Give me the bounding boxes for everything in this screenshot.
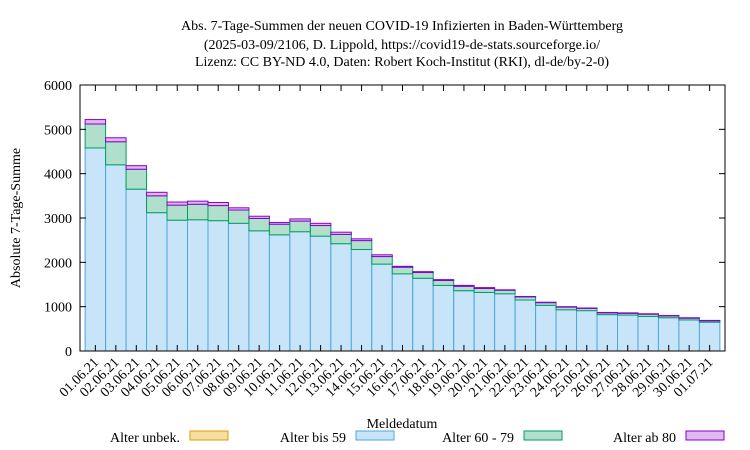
bar-alter-ab-80-05.06.21 [166,201,189,206]
bar-alter-bis-59-06.06.21 [187,219,209,352]
y-tick-label: 2000 [44,256,72,271]
bar-alter-bis-59-08.06.21 [227,222,250,352]
bar-alter-60-79-13.06.21 [330,233,352,245]
bar-alter-60-79-18.06.21 [432,280,455,286]
y-tick-label: 4000 [44,168,72,183]
legend-label: Alter ab 80 [613,431,676,446]
bar-alter-bis-59-23.06.21 [535,304,557,352]
bar-alter-ab-80-03.06.21 [125,165,148,170]
y-tick-label: 1000 [44,301,72,316]
bar-alter-bis-59-22.06.21 [514,299,537,352]
bar-alter-60-79-17.06.21 [412,272,434,279]
bar-alter-60-79-02.06.21 [105,141,127,166]
y-tick-label: 5000 [44,123,72,138]
bar-alter-bis-59-05.06.21 [166,219,189,352]
legend-label: Alter bis 59 [280,431,346,446]
bar-alter-bis-59-01.06.21 [84,147,107,352]
bar-alter-ab-80-15.06.21 [371,254,393,258]
bar-alter-bis-59-17.06.21 [412,277,434,352]
bar-alter-ab-80-01.06.21 [84,119,107,125]
bar-alter-bis-59-20.06.21 [473,291,496,352]
bar-alter-bis-59-07.06.21 [207,220,229,352]
legend: Alter unbek. Alter bis 59 Alter 60 - 79 Alt… [110,430,725,446]
bar-alter-ab-80-09.06.21 [248,215,270,219]
bar-alter-bis-59-10.06.21 [268,234,291,352]
bar-alter-60-79-07.06.21 [207,205,229,222]
bar-alter-bis-59-21.06.21 [494,293,516,352]
legend-swatch [685,430,725,441]
bar-alter-60-79-15.06.21 [371,256,393,265]
bar-alter-ab-80-11.06.21 [289,218,311,222]
y-axis-label: Absolute 7-Tage-Summe [9,148,24,288]
legend-label: Alter unbek. [110,431,180,446]
y-axis: 0 1000 2000 3000 4000 5000 6000 [44,79,725,360]
bar-alter-bis-59-25.06.21 [576,310,598,352]
bar-alter-bis-59-11.06.21 [289,231,311,352]
bar-alter-bis-59-19.06.21 [453,290,475,352]
bar-alter-60-79-06.06.21 [187,203,209,221]
bar-alter-ab-80-18.06.21 [432,279,455,282]
chart-title: Abs. 7-Tage-Summen der neuen COVID-19 In… [181,19,623,70]
bar-alter-bis-59-24.06.21 [555,309,578,352]
bar-alter-ab-80-17.06.21 [412,271,434,274]
bar-alter-bis-59-09.06.21 [248,230,270,352]
y-tick-label: 3000 [44,212,72,227]
chart-title-line-2: (2025-03-09/2106, D. Lippold, https://co… [204,38,600,53]
bar-alter-60-79-05.06.21 [166,204,189,221]
bar-alter-bis-59-04.06.21 [146,212,168,352]
bar-alter-ab-80-07.06.21 [207,201,229,207]
bar-alter-60-79-10.06.21 [268,223,291,236]
y-tick-label: 0 [65,345,72,360]
bar-alter-ab-80-14.06.21 [350,238,373,242]
bar-alter-ab-80-12.06.21 [309,222,332,227]
bar-alter-ab-80-04.06.21 [146,191,168,197]
bar-alter-60-79-16.06.21 [391,266,414,275]
bar-alter-ab-80-10.06.21 [268,221,291,225]
bar-alter-60-79-19.06.21 [453,285,475,292]
legend-swatch [189,430,229,441]
bar-alter-60-79-08.06.21 [227,209,250,224]
bar-alter-60-79-03.06.21 [125,168,148,190]
bar-alter-bis-59-12.06.21 [309,235,332,352]
bar-alter-60-79-01.06.21 [84,123,107,149]
bar-alter-60-79-12.06.21 [309,225,332,237]
bar-alter-60-79-14.06.21 [350,240,373,250]
y-tick-label: 6000 [44,79,72,94]
legend-swatch [355,430,395,441]
bar-alter-ab-80-02.06.21 [105,137,127,143]
bar-alter-bis-59-02.06.21 [105,164,127,352]
bar-alter-ab-80-16.06.21 [391,265,414,268]
bar-alter-ab-80-08.06.21 [227,207,250,211]
bar-alter-60-79-04.06.21 [146,195,168,214]
bars-group [84,119,721,352]
bar-alter-ab-80-19.06.21 [453,284,475,287]
x-axis-label: Meldedatum [367,417,438,432]
chart-title-line-3: Lizenz: CC BY-ND 4.0, Daten: Robert Koch… [195,55,609,70]
bar-alter-60-79-09.06.21 [248,217,270,232]
bar-alter-60-79-21.06.21 [494,289,516,295]
bar-alter-60-79-11.06.21 [289,220,311,233]
legend-swatch [523,430,563,441]
bar-alter-60-79-20.06.21 [473,287,496,293]
bar-alter-ab-80-20.06.21 [473,287,496,289]
bar-alter-bis-59-16.06.21 [391,273,414,352]
legend-label: Alter 60 - 79 [442,431,514,446]
bar-alter-bis-59-14.06.21 [350,248,373,352]
bar-alter-ab-80-13.06.21 [330,231,352,235]
bar-alter-bis-59-18.06.21 [432,284,455,352]
bar-alter-bis-59-03.06.21 [125,188,148,352]
bar-alter-ab-80-06.06.21 [187,200,209,205]
bar-alter-bis-59-15.06.21 [371,263,393,352]
bar-alter-bis-59-13.06.21 [330,243,352,352]
chart-title-line-1: Abs. 7-Tage-Summen der neuen COVID-19 In… [181,19,623,34]
